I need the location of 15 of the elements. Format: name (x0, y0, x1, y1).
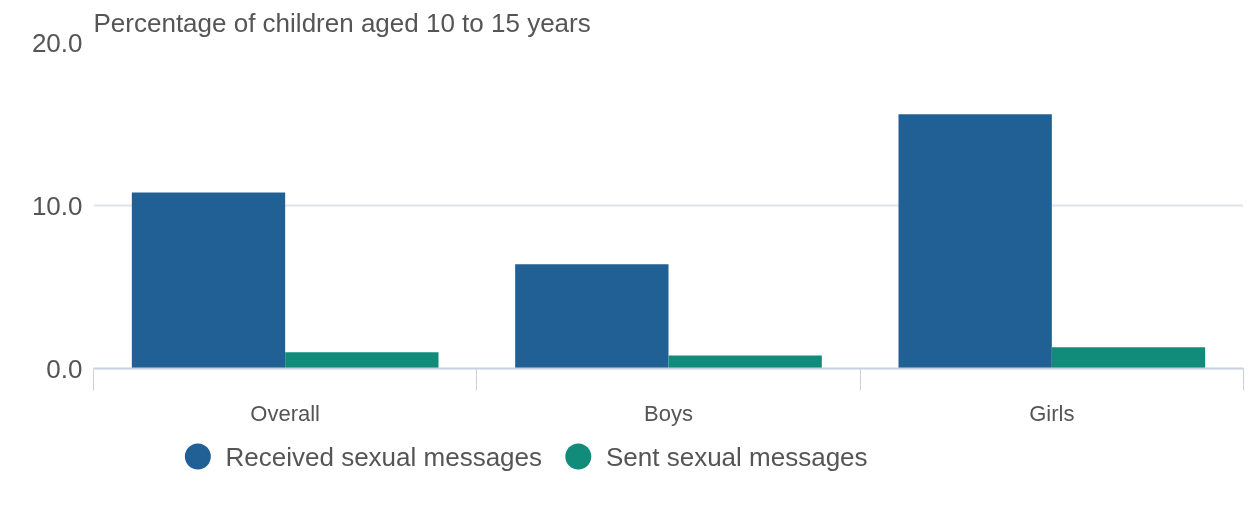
y-tick-label: 10.0 (31, 190, 83, 221)
bar (668, 355, 822, 369)
bar (898, 114, 1052, 369)
y-axis-title: Percentage of children aged 10 to 15 years (93, 7, 591, 38)
bar (285, 352, 439, 369)
x-tick-label: Boys (644, 400, 693, 426)
y-tick-label: 20.0 (31, 27, 83, 58)
x-tick-label: Overall (250, 400, 321, 426)
bar (1051, 347, 1206, 369)
bar (515, 264, 669, 369)
legend-label: Sent sexual messages (605, 441, 868, 472)
legend-label: Received sexual messages (225, 441, 543, 472)
y-tick-label: 0.0 (46, 353, 83, 384)
bar (131, 192, 286, 369)
x-tick-label: Girls (1029, 400, 1075, 426)
